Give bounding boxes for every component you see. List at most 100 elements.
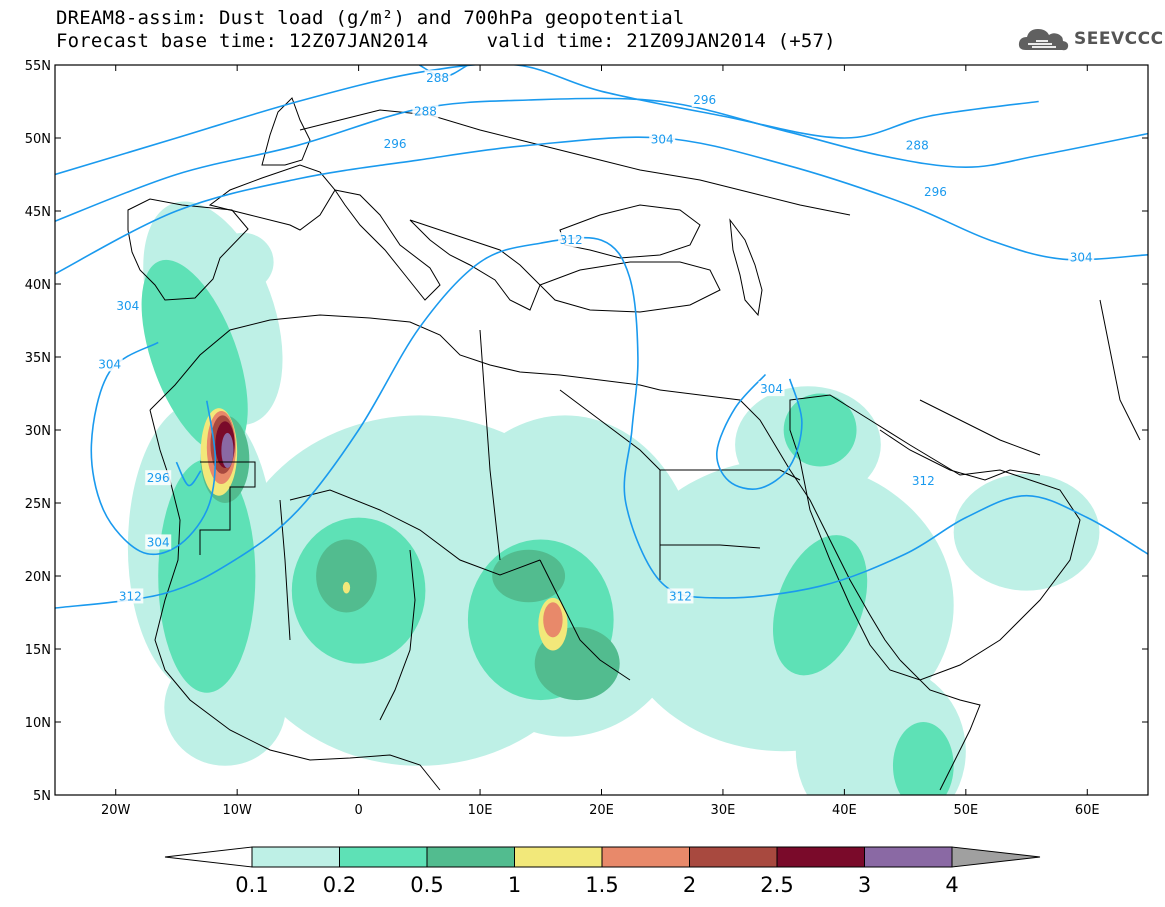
contour-label-10: 304 <box>98 357 121 371</box>
contour-label-11: 304 <box>760 382 783 396</box>
dust-area-0.1-9 <box>212 232 274 292</box>
colorbar-label-5: 2 <box>683 873 696 897</box>
contour-label-bg-12 <box>145 470 172 486</box>
dust-area-1.5-25 <box>543 602 563 638</box>
lat-tick-label-10: 5N <box>33 789 51 804</box>
dust-area-0.5-18 <box>316 539 377 613</box>
contour-label-5: 304 <box>651 132 674 146</box>
lat-tick-label-6: 25N <box>25 497 51 512</box>
contour-label-8: 312 <box>560 233 583 247</box>
contour-label-4: 296 <box>384 137 407 151</box>
interior-border-2 <box>379 549 416 721</box>
lon-tick-label-3: 10E <box>468 803 493 818</box>
colorbar-over-triangle <box>951 846 1041 868</box>
colorbar-swatch-1 <box>339 846 428 868</box>
contour-label-9: 304 <box>116 299 139 313</box>
colorbar-swatch-7 <box>864 846 953 868</box>
contour-label-bg-16 <box>667 588 694 604</box>
contour-label-bg-8 <box>558 232 585 248</box>
dust-area-1-23 <box>342 581 351 594</box>
logo-text: SEEVCCC <box>1074 29 1164 49</box>
contour-label-bg-10 <box>96 356 123 372</box>
contour-label-15: 312 <box>119 589 142 603</box>
lon-tick-label-7: 50E <box>953 803 978 818</box>
interior-border-10 <box>1099 299 1141 441</box>
colorbar-legend: 0.1 0.2 0.5 1 1.5 2 2.5 3 4 <box>164 846 1041 897</box>
contour-label-bg-3 <box>904 137 931 153</box>
lat-tick-label-5: 30N <box>25 424 51 439</box>
interior-border-3 <box>279 499 291 641</box>
seevccc-logo: SEEVCCC <box>1018 24 1164 54</box>
lat-tick-label-1: 50N <box>25 132 51 147</box>
interior-border-6 <box>539 559 631 681</box>
contour-label-bg-13 <box>145 534 172 550</box>
contour-label-6: 296 <box>924 185 947 199</box>
colorbar-swatch-5 <box>689 846 778 868</box>
dust-area-0.2-14 <box>772 535 868 676</box>
interior-border-8 <box>660 544 761 549</box>
britain-outline <box>261 97 311 166</box>
colorbar-label-8: 4 <box>945 873 958 897</box>
lat-tick-label-8: 15N <box>25 643 51 658</box>
colorbar-label-1: 0.2 <box>323 873 356 897</box>
italy-outline <box>333 189 441 301</box>
contour-label-bg-2 <box>691 92 718 108</box>
geopotential-contours <box>55 65 1148 609</box>
west-africa-coast <box>149 409 441 791</box>
colorbar-swatch-3 <box>514 846 603 868</box>
contour-line-312-4 <box>55 236 1148 609</box>
colorbar-swatch-0 <box>251 846 340 868</box>
central-europe-border <box>299 109 851 216</box>
geopotential-contour-labels: 288 288 296 288 296 304 296 304 312 304 304 304 296 3… <box>96 70 1095 604</box>
contour-label-bg-1 <box>412 103 439 119</box>
colorbar-label-4: 1.5 <box>585 873 618 897</box>
chart-subtitle: Forecast base time: 12Z07JAN2014 valid t… <box>56 30 836 52</box>
contour-label-bg-9 <box>114 297 141 313</box>
contour-line-304-3 <box>55 136 1148 275</box>
contour-label-bg-0 <box>424 70 451 86</box>
colorbar-under-triangle <box>164 846 253 868</box>
contour-label-16: 312 <box>669 589 692 603</box>
colorbar-swatch-4 <box>601 846 690 868</box>
colorbar-label-0: 0.1 <box>235 873 268 897</box>
horn-of-africa-coast <box>899 659 981 791</box>
lon-tick-label-8: 60E <box>1075 803 1100 818</box>
lon-tick-label-6: 40E <box>832 803 857 818</box>
contour-label-bg-4 <box>382 135 409 151</box>
balkans-outline <box>409 219 541 311</box>
dust-area-0.5-19 <box>492 549 566 603</box>
caspian-outline <box>729 218 763 317</box>
chart-title: DREAM8-assim: Dust load (g/m²) and 700hP… <box>56 7 685 29</box>
contour-label-bg-14 <box>910 473 937 489</box>
lon-tick-label-4: 20E <box>589 803 614 818</box>
dust-area-3-28 <box>221 432 234 468</box>
interior-border-7 <box>660 469 801 481</box>
interior-border-5 <box>559 389 661 580</box>
contour-label-bg-15 <box>117 588 144 604</box>
colorbar-label-6: 2.5 <box>760 873 793 897</box>
colorbar-label-2: 0.5 <box>410 873 443 897</box>
contour-label-14: 312 <box>912 474 935 488</box>
arabia-outline <box>789 394 1081 681</box>
lat-tick-label-2: 45N <box>25 205 51 220</box>
contour-line-296-2 <box>55 97 1148 222</box>
dust-area-0.2-10 <box>141 259 248 455</box>
dust-area-0.2-15 <box>892 722 954 795</box>
lon-tick-label-2: 0 <box>354 803 362 818</box>
coastlines-borders <box>127 97 1141 791</box>
colorbar-label-3: 1 <box>508 873 521 897</box>
colorbar-swatch-2 <box>426 846 515 868</box>
interior-border-1 <box>289 489 541 576</box>
lon-tick-label-1: 10W <box>222 803 252 818</box>
contour-label-3: 288 <box>906 138 929 152</box>
turkey-outline <box>539 261 721 313</box>
contour-label-13: 304 <box>147 535 170 549</box>
lat-tick-label-0: 55N <box>25 59 51 74</box>
contour-label-7: 304 <box>1070 251 1093 265</box>
lon-tick-label-5: 30E <box>711 803 736 818</box>
contour-label-0: 288 <box>426 71 449 85</box>
interior-border-9 <box>919 399 1041 456</box>
contour-label-bg-7 <box>1068 249 1095 265</box>
cloud-icon <box>1018 29 1069 51</box>
